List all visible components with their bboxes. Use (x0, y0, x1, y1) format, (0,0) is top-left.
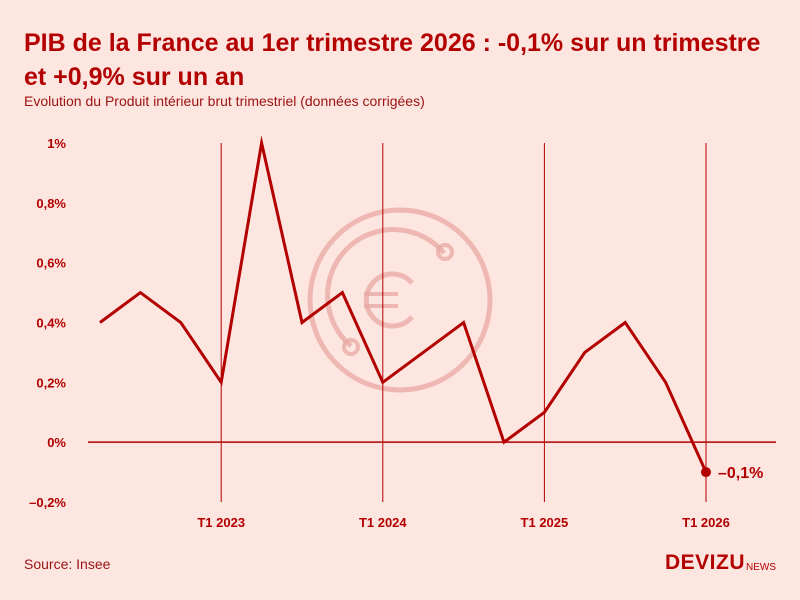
brand-name: DEVIZU (664, 551, 745, 574)
source-note: Source: Insee (24, 556, 111, 572)
y-tick-label: 0,2% (36, 375, 66, 390)
y-tick-label: 0,6% (36, 256, 66, 271)
watermark-inner-arc (325, 227, 446, 348)
x-tick-label: T1 2025 (521, 515, 569, 530)
y-tick-label: 0,4% (36, 316, 66, 331)
last-point-marker (701, 467, 711, 478)
euro-coin-icon (307, 207, 493, 393)
chart-series: –0,1% (99, 135, 763, 482)
gdp-growth-line (99, 135, 708, 473)
y-axis-ticks: 1% 0,8% 0,6% 0,4% 0,2% 0% –0,2% (29, 136, 66, 510)
watermark-dot-left (342, 338, 360, 356)
x-tick-label: T1 2024 (359, 515, 407, 530)
y-tick-label: 0,8% (36, 196, 66, 211)
chart-grid (88, 143, 776, 502)
x-tick-label: T1 2023 (197, 515, 245, 530)
watermark-euro-curve (363, 271, 414, 329)
y-tick-label: –0,2% (29, 495, 66, 510)
page-title: PIB de la France au 1er trimestre 2026 :… (24, 29, 761, 91)
watermark-outer-ring (307, 207, 493, 393)
y-tick-label: 1% (47, 136, 66, 151)
x-axis-ticks: T1 2023 T1 2024 T1 2025 T1 2026 (197, 515, 730, 530)
x-tick-label: T1 2026 (682, 515, 730, 530)
y-tick-label: 0% (47, 435, 66, 450)
brand-suffix: NEWS (746, 562, 776, 573)
chart-subtitle: Evolution du Produit intérieur brut trim… (24, 93, 425, 109)
brand-logo: DEVIZU NEWS (665, 552, 776, 574)
last-point-label: –0,1% (718, 465, 763, 482)
watermark-dot-right (436, 243, 454, 261)
